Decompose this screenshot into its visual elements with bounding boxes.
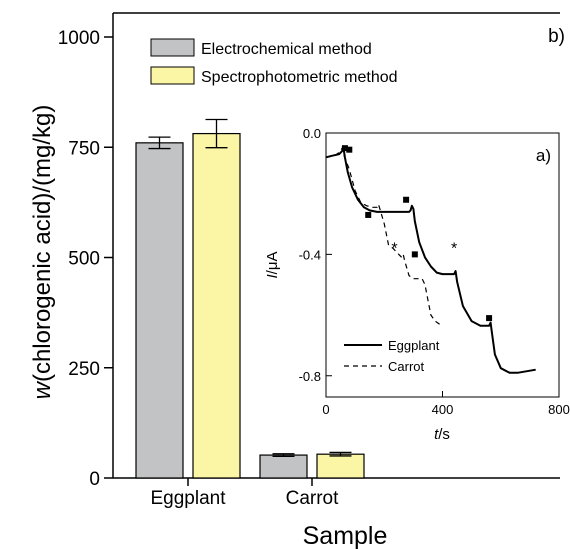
inset-line-carrot [325,147,440,325]
inset-y-axis-title: I/μA [264,252,281,279]
bar-carrot-0 [259,454,308,479]
inset-square-marker [486,315,493,322]
main-y-axis-title: w(chlorogenic acid)/(mg/kg) [29,105,56,400]
inset-star-marker: * [391,240,397,257]
main-x-axis-title: Sample [303,522,388,549]
inset-frame [325,132,560,398]
inset-x-axis-title: t/s [434,426,450,443]
main-y-ticks: 0 250 500 750 1000 [58,28,113,490]
inset-square-marker [365,211,372,218]
main-x-tick-label-eggplant: Eggplant [150,488,226,509]
inset-legend-label-carrot: Carrot [388,359,425,374]
inset-y-tick-label: 0.0 [303,126,321,141]
inset-x-axis-var: t [434,426,439,443]
main-bars [135,118,365,479]
inset-square-marker [346,146,353,153]
main-x-tick-label-carrot: Carrot [286,488,340,509]
inset-ticks: 0 400 800 0.0 -0.4 -0.8 [299,126,570,417]
legend-label-electrochemical: Electrochemical method [201,41,372,58]
inset-star-marker: * [451,240,457,257]
inset-lines [325,147,536,374]
inset-y-tick-label: -0.4 [299,247,321,262]
legend-swatch-electrochemical [150,38,195,57]
main-y-tick-label: 250 [68,359,100,380]
main-legend: Electrochemical method Spectrophotometri… [150,38,398,86]
bar-eggplant-1 [192,132,241,479]
inset-x-tick-label: 0 [322,402,329,417]
inset-x-tick-label: 800 [548,402,570,417]
inset-y-axis-unit: /μA [264,252,281,275]
main-x-ticks: Eggplant Carrot [150,478,339,509]
panel-label-b: b) [548,26,565,47]
main-y-axis-var: w [29,380,56,399]
main-y-axis-rest: (chlorogenic acid)/(mg/kg) [29,105,56,382]
legend-label-spectrophotometric: Spectrophotometric method [201,69,398,86]
inset-square-marker [411,251,418,258]
inset-markers: * * [341,145,493,322]
legend-swatch-spectrophotometric [150,66,195,85]
inset-x-axis-unit: /s [438,426,450,443]
inset-x-tick-label: 400 [432,402,454,417]
main-y-tick-label: 0 [89,469,100,490]
inset-square-marker [403,196,410,203]
inset-y-axis-var: I [264,274,281,278]
panel-label-a: a) [536,146,551,165]
inset-line-eggplant [325,147,536,374]
inset-legend-label-eggplant: Eggplant [388,338,440,353]
main-y-tick-label: 750 [68,138,100,159]
main-y-tick-label: 1000 [58,28,100,49]
inset-legend: Eggplant Carrot [344,338,440,374]
inset-square-marker [341,145,348,152]
bar-carrot-1 [316,453,365,479]
inset-y-tick-label: -0.8 [299,369,321,384]
bar-eggplant-0 [135,142,184,479]
main-y-tick-label: 500 [68,249,100,270]
